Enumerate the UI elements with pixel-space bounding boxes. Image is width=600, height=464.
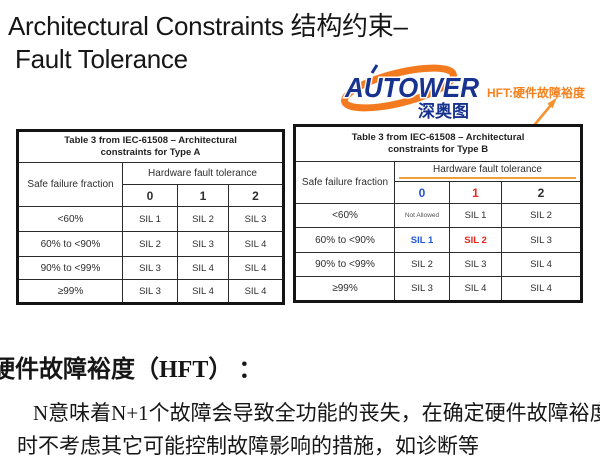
- sil-value-cell: SIL 2: [394, 252, 450, 277]
- table-a-col-group-header: Hardware fault tolerance: [121, 162, 285, 185]
- sil-value-cell: SIL 1: [449, 203, 502, 228]
- autower-logo-graphic: AUTOWER 深奥图: [341, 64, 481, 121]
- page-title-line1: Architectural Constraints 结构约束–: [8, 11, 408, 41]
- sil-value-cell: SIL 3: [122, 279, 178, 304]
- sff-row-label: <60%: [17, 206, 123, 232]
- sil-value-cell: SIL 4: [227, 279, 285, 304]
- table-row: 90% to <99% SIL 2 SIL 3 SIL 4: [294, 252, 583, 277]
- table-row: 60% to <90% SIL 2 SIL 3 SIL 4: [17, 231, 285, 257]
- logo-swoosh-icon: [341, 64, 457, 112]
- logo-accent-mark: [370, 64, 379, 74]
- page-title-line2: Fault Tolerance: [15, 44, 188, 74]
- sff-row-label: <60%: [294, 203, 395, 228]
- table-a-col-header-1: 1: [177, 184, 229, 207]
- sil-value-cell: SIL 4: [177, 256, 229, 280]
- table-a-col-header-0: 0: [122, 184, 178, 207]
- table-type-b: Table 3 from IEC-61508 – Architectural c…: [293, 124, 584, 303]
- hft-orange-underline: [399, 177, 577, 179]
- table-a-title-line2: constraints for Type A: [100, 147, 201, 158]
- table-b-col-group-header: Hardware fault tolerance: [393, 161, 583, 182]
- table-row: 60% to <90% SIL 1 SIL 2 SIL 3: [294, 227, 583, 253]
- sil-value-cell: SIL 2: [122, 231, 178, 257]
- sff-row-label: 60% to <90%: [17, 231, 123, 257]
- logo-subtitle-text: 深奥图: [418, 101, 469, 121]
- table-a-col-header-2: 2: [227, 184, 285, 207]
- hft-definition-line1: N意味着N+1个故障会导致全功能的丧失，在确定硬件故障裕度: [33, 401, 600, 425]
- table-b-col-header-2: 2: [500, 181, 583, 204]
- table-a-title: Table 3 from IEC-61508 – Architectural c…: [16, 130, 285, 163]
- hft-definition-line2: 时不考虑其它可能控制故障影响的措施，如诊断等: [17, 434, 479, 458]
- table-row: 90% to <99% SIL 3 SIL 4 SIL 4: [17, 256, 285, 280]
- table-type-a: Table 3 from IEC-61508 – Architectural c…: [16, 129, 286, 305]
- page-title: Architectural Constraints 结构约束– Fault To…: [8, 10, 408, 76]
- table-b-title-line2: constraints for Type B: [387, 144, 489, 155]
- sil-value-cell: SIL 4: [227, 256, 285, 280]
- not-allowed-cell: Not Allowed: [394, 203, 450, 228]
- table-row: ≥99% SIL 3 SIL 4 SIL 4: [17, 279, 285, 304]
- table-b-col-header-0: 0: [394, 181, 450, 204]
- sil-value-cell: SIL 3: [394, 276, 450, 302]
- sff-row-label: 90% to <99%: [17, 256, 123, 280]
- sil-value-cell: SIL 3: [449, 252, 502, 277]
- sil-value-cell: SIL 4: [449, 276, 502, 302]
- table-b-row-header: Safe failure fraction: [294, 161, 395, 204]
- sil-value-cell: SIL 1: [122, 206, 178, 232]
- sil-value-cell: SIL 3: [122, 256, 178, 280]
- autower-logo: AUTOWER 深奥图: [341, 61, 493, 121]
- sil-value-cell: SIL 4: [227, 231, 285, 257]
- table-a-row-header: Safe failure fraction: [17, 162, 123, 207]
- table-row: <60% SIL 1 SIL 2 SIL 3: [17, 206, 285, 232]
- table-row: <60% Not Allowed SIL 1 SIL 2: [294, 203, 583, 228]
- sil-value-cell: SIL 2: [500, 203, 583, 228]
- sil-value-cell: SIL 3: [177, 231, 229, 257]
- hft-definition-heading: 硬件故障裕度（HFT） ：: [0, 357, 263, 383]
- sil-value-cell: SIL 1: [394, 227, 450, 253]
- sil-value-cell: SIL 2: [177, 206, 229, 232]
- table-b-title: Table 3 from IEC-61508 – Architectural c…: [293, 125, 583, 162]
- sff-row-label: 90% to <99%: [294, 252, 395, 277]
- sil-value-cell: SIL 2: [449, 227, 502, 253]
- table-row: ≥99% SIL 3 SIL 4 SIL 4: [294, 276, 583, 302]
- table-a-title-line1: Table 3 from IEC-61508 – Architectural: [64, 135, 237, 146]
- sil-value-cell: SIL 4: [500, 252, 583, 277]
- sil-value-cell: SIL 4: [177, 279, 229, 304]
- sil-value-cell: SIL 3: [227, 206, 285, 232]
- table-b-title-line1: Table 3 from IEC-61508 – Architectural: [351, 132, 525, 143]
- table-b-col-header-1: 1: [449, 181, 502, 204]
- logo-brand-text: AUTOWER: [344, 72, 480, 103]
- hft-callout-label: HFT:硬件故障裕度: [487, 86, 585, 100]
- sil-value-cell: SIL 4: [500, 276, 583, 302]
- sff-row-label: ≥99%: [294, 276, 395, 302]
- table-b-col-group-label: Hardware fault tolerance: [433, 164, 542, 175]
- sil-value-cell: SIL 3: [500, 227, 583, 253]
- sff-row-label: ≥99%: [17, 279, 123, 304]
- sff-row-label: 60% to <90%: [294, 227, 395, 253]
